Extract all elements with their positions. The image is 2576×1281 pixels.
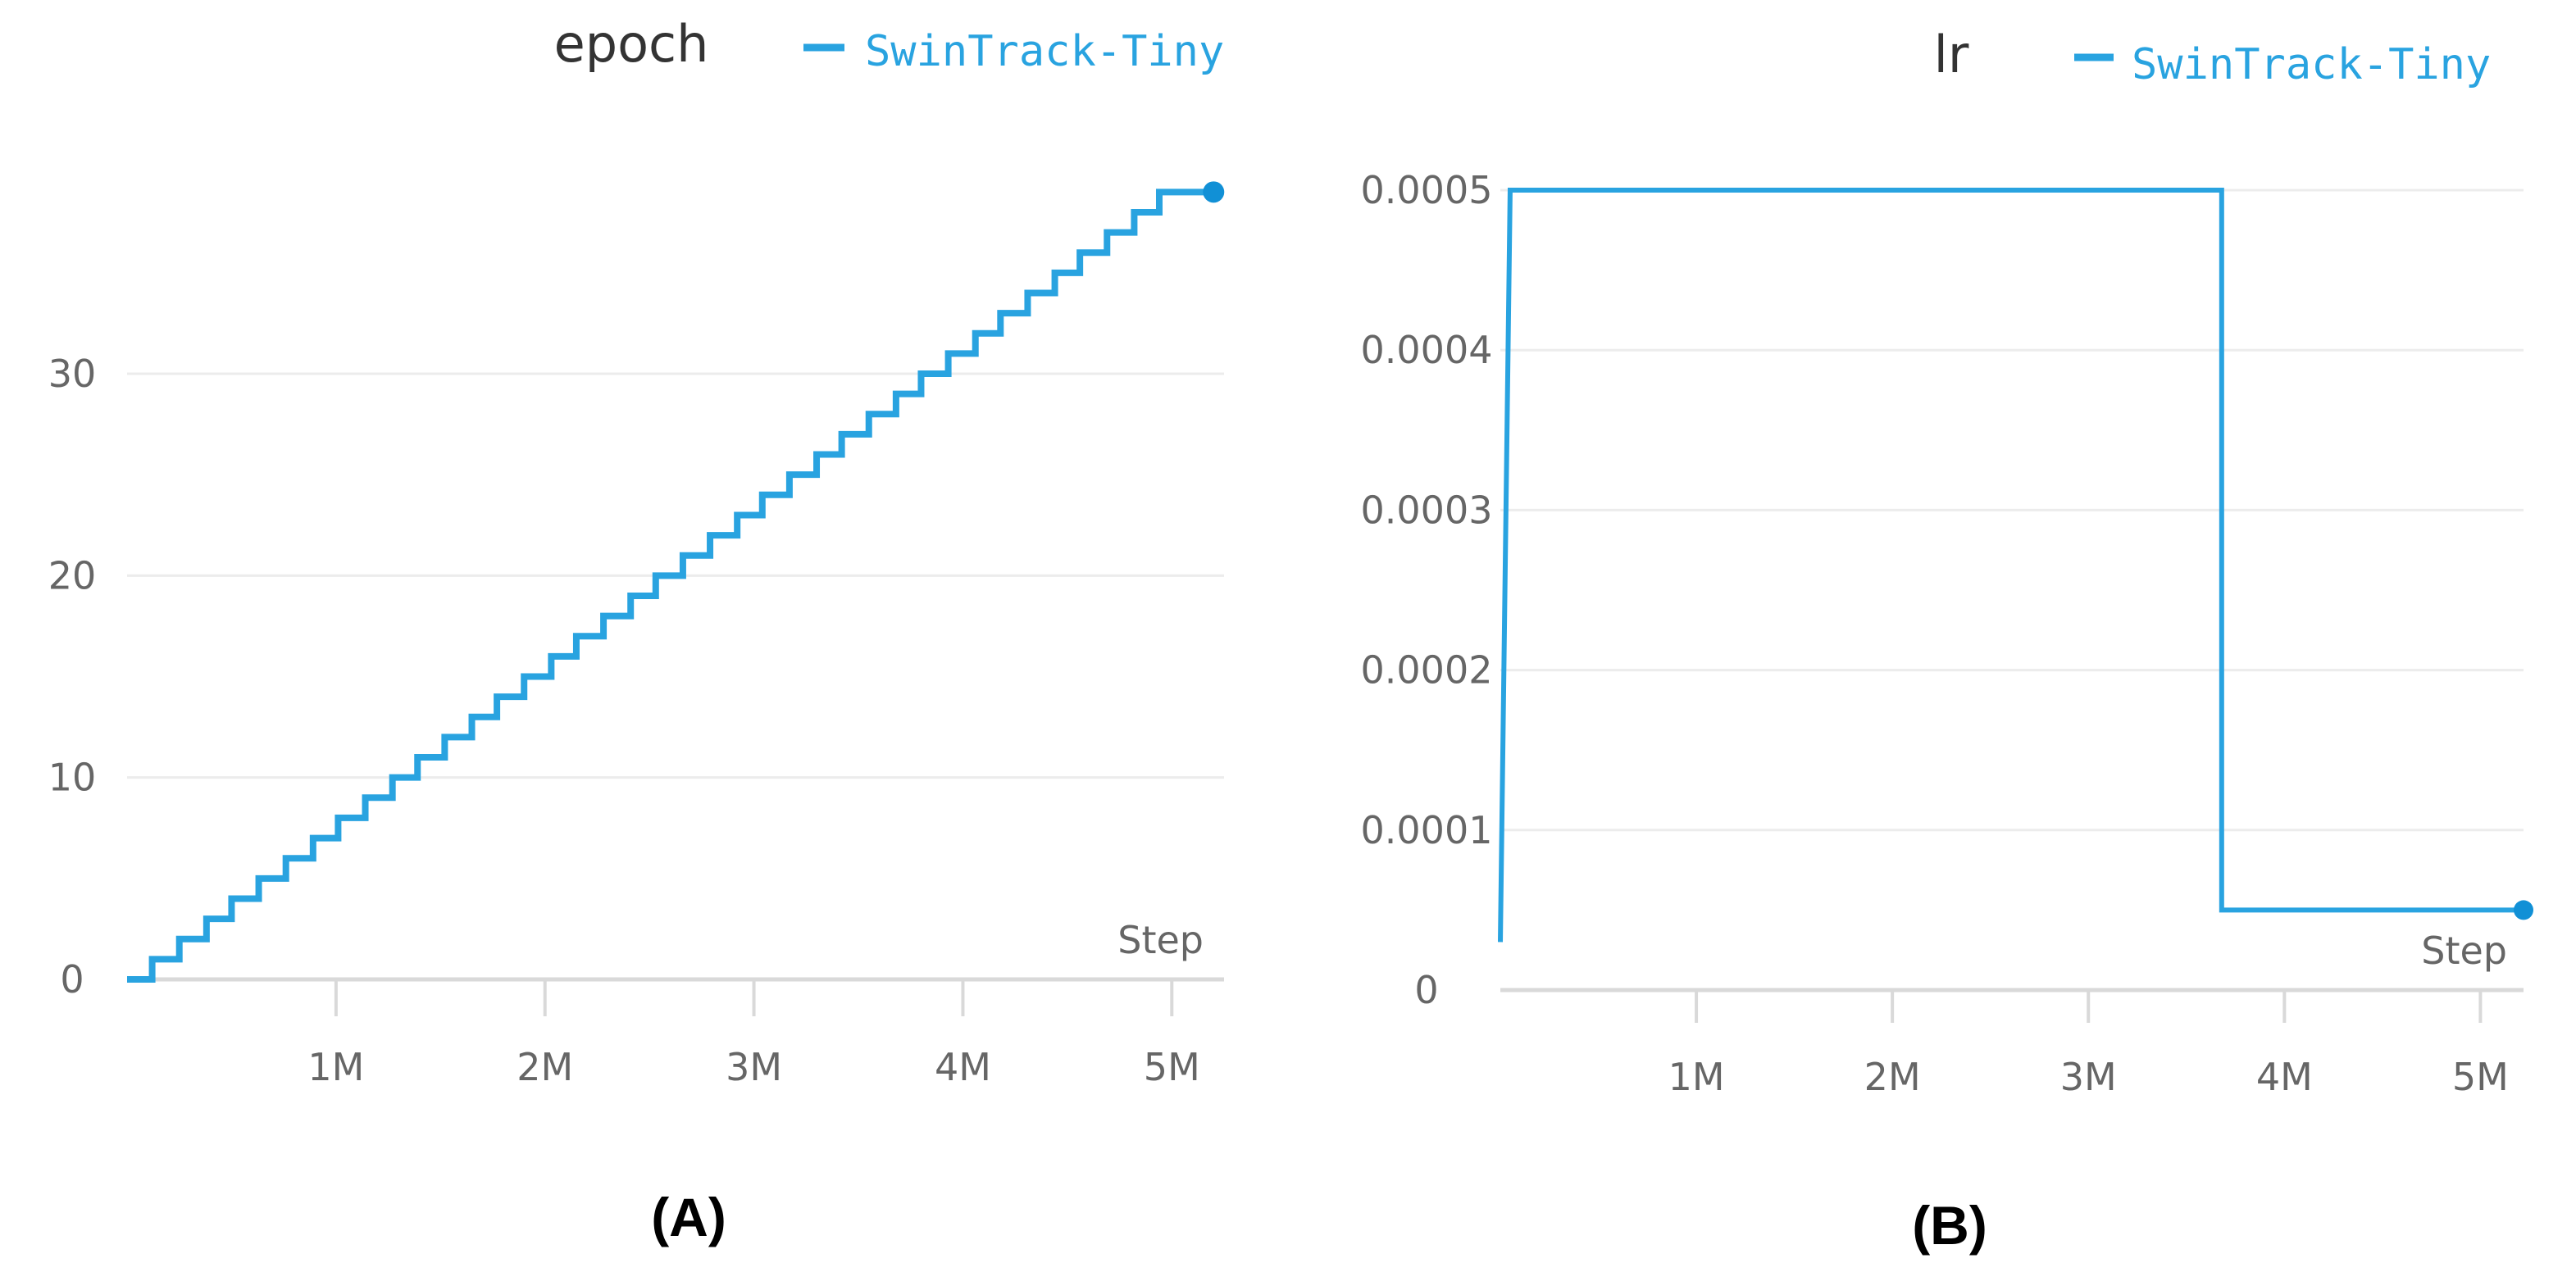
- chart-epoch-y-tick-label-0: 0: [60, 957, 84, 1002]
- chart-lr-y-tick-label-0.0003: 0.0003: [1361, 488, 1493, 532]
- chart-epoch-y-tick-labels: 0 10 20 30: [48, 352, 97, 1002]
- chart-epoch-x-tick-label-1M: 1M: [307, 1045, 364, 1089]
- chart-epoch-x-tick-label-5M: 5M: [1144, 1045, 1200, 1089]
- chart-epoch-y-tick-label-10: 10: [48, 756, 97, 800]
- chart-epoch-series-line: [127, 189, 1214, 983]
- chart-lr-x-axis-label: Step: [2421, 929, 2507, 973]
- chart-lr: lr SwinTrack-Tiny 0 0.0001 0.0002 0.0003 0.0…: [1361, 25, 2533, 1256]
- chart-lr-gridlines: [1500, 189, 2524, 832]
- chart-lr-series-line: [1498, 188, 2524, 943]
- chart-lr-x-tick-label-1M: 1M: [1668, 1055, 1725, 1099]
- chart-lr-series-end-point: [2514, 900, 2533, 920]
- chart-lr-x-tick-label-2M: 2M: [1864, 1055, 1921, 1099]
- panel-label-b: (B): [1912, 1195, 1987, 1256]
- chart-lr-y-tick-label-0.0004: 0.0004: [1361, 328, 1493, 372]
- chart-epoch-x-axis: [127, 977, 1224, 1016]
- chart-lr-y-tick-label-0.0002: 0.0002: [1361, 648, 1493, 693]
- chart-lr-x-tick-labels: 1M 2M 3M 4M 5M: [1668, 1055, 2509, 1099]
- chart-epoch-y-tick-label-30: 30: [48, 352, 97, 396]
- chart-epoch-x-tick-label-3M: 3M: [726, 1045, 782, 1089]
- chart-epoch-x-axis-label: Step: [1117, 918, 1204, 962]
- chart-epoch-x-tick-labels: 1M 2M 3M 4M 5M: [307, 1045, 1199, 1089]
- chart-lr-x-axis: [1500, 988, 2524, 1023]
- chart-lr-y-tick-labels: 0 0.0001 0.0002 0.0003 0.0004 0.0005: [1361, 168, 1493, 1012]
- chart-epoch-legend-entry: SwinTrack-Tiny: [865, 27, 1224, 76]
- chart-epoch-x-tick-label-2M: 2M: [517, 1045, 573, 1089]
- chart-lr-y-tick-label-0: 0: [1414, 968, 1438, 1012]
- chart-epoch-x-tick-label-4M: 4M: [935, 1045, 991, 1089]
- chart-epoch-series-end-point: [1203, 181, 1225, 203]
- chart-lr-y-tick-label-0.0005: 0.0005: [1361, 168, 1493, 212]
- chart-lr-title: lr: [1934, 25, 1969, 84]
- chart-epoch-title: epoch: [554, 14, 709, 74]
- chart-epoch-y-tick-label-20: 20: [48, 553, 97, 597]
- chart-lr-y-tick-label-0.0001: 0.0001: [1361, 808, 1493, 852]
- chart-lr-x-tick-label-3M: 3M: [2060, 1055, 2117, 1099]
- chart-lr-legend-entry: SwinTrack-Tiny: [2132, 40, 2491, 89]
- chart-lr-x-tick-label-5M: 5M: [2452, 1055, 2509, 1099]
- panel-label-a: (A): [651, 1187, 726, 1247]
- chart-lr-x-tick-label-4M: 4M: [2256, 1055, 2313, 1099]
